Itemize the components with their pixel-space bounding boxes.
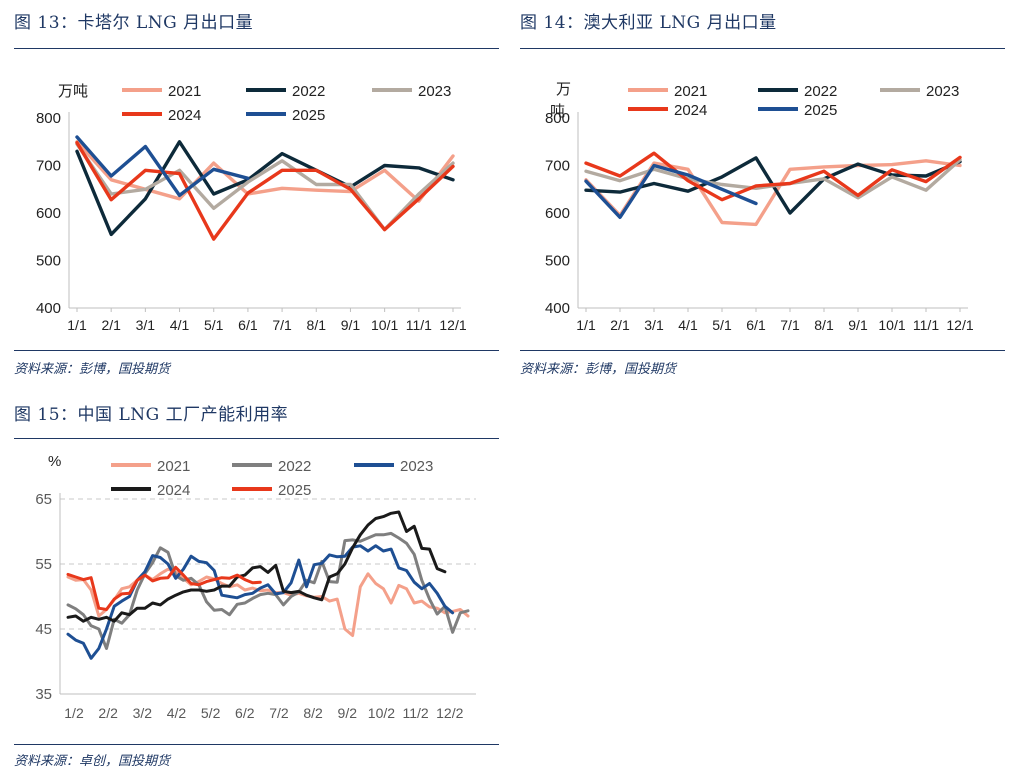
- y-tick-label: 700: [545, 158, 570, 175]
- series-line-2023: [66, 544, 455, 660]
- x-tick-label: 7/2: [269, 705, 289, 721]
- legend-label-2025: 2025: [278, 482, 311, 499]
- title-rule: [14, 438, 499, 439]
- source-rule: [14, 350, 499, 351]
- source-rule: [14, 744, 499, 745]
- series-line-2024: [584, 151, 962, 202]
- x-tick-label: 9/2: [338, 705, 358, 721]
- x-tick-label: 8/2: [303, 705, 323, 721]
- x-tick-label: 3/2: [133, 705, 153, 721]
- y-tick-label: 600: [36, 205, 61, 222]
- legend-label-2022: 2022: [278, 458, 311, 475]
- figure-13: 图 13：卡塔尔 LNG 月出口量 400 500 600 700 800 1/1 2/1 3…: [14, 8, 499, 388]
- x-tick-label: 3/1: [644, 317, 664, 333]
- series-line-2021: [75, 140, 455, 203]
- y-tick-label: 35: [35, 686, 52, 703]
- series-line-2025: [584, 163, 758, 219]
- series-line-2024: [66, 510, 447, 623]
- x-tick-label: 6/1: [238, 317, 258, 333]
- unit-label: %: [48, 453, 61, 470]
- x-tick-label: 12/1: [946, 317, 973, 333]
- figure-title: 图 15：中国 LNG 工厂产能利用率: [14, 405, 289, 425]
- y-tick-label: 500: [36, 253, 61, 270]
- series-line-2025: [75, 135, 250, 198]
- x-tick-label: 5/1: [204, 317, 224, 333]
- x-tick-label: 2/1: [610, 317, 630, 333]
- legend-label-2025: 2025: [804, 102, 837, 119]
- x-tick-label: 7/1: [272, 317, 292, 333]
- series-line-2022: [75, 140, 455, 237]
- legend-label-2023: 2023: [418, 83, 451, 100]
- y-tick-label: 400: [545, 300, 570, 317]
- y-tick-label: 65: [35, 491, 52, 508]
- y-tick-label: 600: [545, 205, 570, 222]
- unit-label: 万: [556, 81, 571, 98]
- chart-qatar-lng-exports: 400 500 600 700 800 1/1 2/1 3/1 4/1 5/1 6/1 7/1 8/1 9…: [36, 83, 467, 333]
- x-tick-label: 11/2: [402, 705, 428, 721]
- legend-label-2025: 2025: [292, 107, 325, 124]
- series-line-2021: [66, 567, 470, 637]
- x-tick-label: 5/1: [712, 317, 732, 333]
- chart-australia-lng-exports: 400 500 600 700 800 1/1 2/1 3/1 4/1 5/1 6/1 7/1 8/1 9…: [545, 81, 974, 333]
- figure-15: 图 15：中国 LNG 工厂产能利用率 35 45 55 65 1/2 2/2 3/2 4/2…: [14, 400, 499, 780]
- y-tick-label: 700: [36, 158, 61, 175]
- source-rule: [520, 350, 1005, 351]
- x-tick-label: 1/1: [576, 317, 596, 333]
- x-tick-label: 8/1: [814, 317, 834, 333]
- title-rule: [520, 48, 1005, 49]
- x-tick-label: 11/1: [913, 317, 939, 333]
- series-line-2024: [75, 141, 455, 241]
- unit-label: 吨: [550, 103, 565, 120]
- chart-china-lng-plant-utilization: 35 45 55 65 1/2 2/2 3/2 4/2 5/2 6/2 7/2 8/2 9/2 10/2 1…: [35, 453, 476, 721]
- x-tick-label: 4/1: [170, 317, 190, 333]
- legend-label-2021: 2021: [168, 83, 201, 100]
- y-tick-label: 500: [545, 253, 570, 270]
- figure-title: 图 14：澳大利亚 LNG 月出口量: [520, 13, 777, 33]
- figure-14: 图 14：澳大利亚 LNG 月出口量 400 500 600 700 800 1/1 2/1…: [520, 8, 1005, 388]
- x-tick-label: 10/1: [878, 317, 905, 333]
- x-tick-label: 4/1: [678, 317, 698, 333]
- legend-label-2023: 2023: [400, 458, 433, 475]
- legend-label-2023: 2023: [926, 83, 959, 100]
- source-note: 资料来源：彭博，国投期货: [14, 362, 171, 377]
- x-tick-label: 8/1: [307, 317, 327, 333]
- source-note: 资料来源：卓创，国投期货: [14, 754, 171, 769]
- x-tick-label: 10/1: [371, 317, 398, 333]
- legend-label-2024: 2024: [157, 482, 190, 499]
- figure-title: 图 13：卡塔尔 LNG 月出口量: [14, 13, 254, 33]
- legend-label-2022: 2022: [292, 83, 325, 100]
- x-tick-label: 6/1: [746, 317, 766, 333]
- y-tick-label: 800: [545, 110, 570, 127]
- x-tick-label: 4/2: [167, 705, 187, 721]
- x-tick-label: 7/1: [780, 317, 800, 333]
- y-tick-label: 45: [35, 621, 52, 638]
- y-tick-label: 400: [36, 300, 61, 317]
- x-tick-label: 12/1: [439, 317, 466, 333]
- legend-label-2021: 2021: [674, 83, 707, 100]
- x-tick-label: 10/2: [368, 705, 395, 721]
- x-tick-label: 2/1: [101, 317, 121, 333]
- legend-label-2022: 2022: [804, 83, 837, 100]
- title-rule: [14, 48, 499, 49]
- legend-label-2021: 2021: [157, 458, 190, 475]
- series-line-2025: [66, 565, 262, 611]
- x-tick-label: 12/2: [436, 705, 463, 721]
- x-tick-label: 5/2: [201, 705, 221, 721]
- x-tick-label: 9/1: [848, 317, 868, 333]
- series-line-2021: [584, 159, 962, 227]
- x-tick-label: 1/1: [67, 317, 87, 333]
- unit-label: 万吨: [58, 83, 88, 100]
- legend-label-2024: 2024: [674, 102, 707, 119]
- x-tick-label: 6/2: [235, 705, 255, 721]
- y-tick-label: 55: [35, 556, 52, 573]
- x-tick-label: 11/1: [406, 317, 432, 333]
- legend-label-2024: 2024: [168, 107, 201, 124]
- x-tick-label: 1/2: [64, 705, 84, 721]
- x-tick-label: 9/1: [341, 317, 361, 333]
- y-tick-label: 800: [36, 110, 61, 127]
- x-tick-label: 3/1: [136, 317, 156, 333]
- source-note: 资料来源：彭博，国投期货: [520, 362, 677, 377]
- x-tick-label: 2/2: [98, 705, 118, 721]
- series-line-2022: [66, 531, 470, 650]
